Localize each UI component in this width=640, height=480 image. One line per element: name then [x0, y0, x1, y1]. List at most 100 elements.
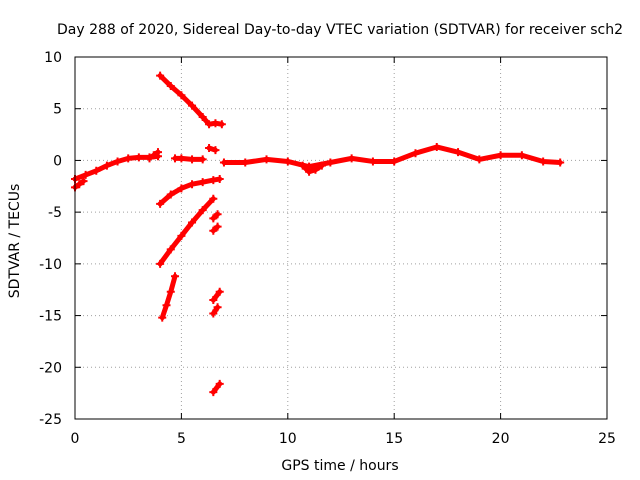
data-point	[177, 184, 186, 193]
data-point	[156, 259, 165, 268]
series-line	[157, 73, 225, 127]
data-point	[209, 296, 218, 305]
data-point	[156, 71, 165, 80]
y-axis-label: SDTVAR / TECUs	[7, 184, 23, 299]
data-point	[162, 301, 171, 310]
data-point	[217, 120, 226, 129]
data-point	[166, 287, 175, 296]
data-point	[166, 81, 175, 90]
data-point	[517, 151, 526, 160]
data-point	[198, 178, 207, 187]
series-flat-near-zero	[171, 154, 207, 164]
series-upper-descending	[156, 71, 226, 129]
data-point	[390, 157, 399, 166]
data-point	[213, 303, 222, 312]
series-fragment-6-7	[209, 222, 222, 235]
data-point	[209, 176, 218, 185]
y-tick-label: 0	[53, 153, 62, 169]
series-fragment-5-5	[209, 210, 222, 223]
series-rising-4	[156, 175, 224, 208]
series-line	[221, 144, 563, 170]
x-tick-labels: 0 5 10 15 20 25	[71, 431, 616, 447]
data-point	[209, 226, 218, 235]
data-point	[156, 199, 165, 208]
y-tick-label: -10	[39, 257, 62, 273]
data-point	[556, 158, 565, 167]
data-point	[198, 206, 207, 215]
data-point	[368, 157, 377, 166]
data-point	[311, 165, 320, 174]
data-point	[188, 180, 197, 189]
data-point	[81, 170, 90, 179]
series-line	[210, 381, 223, 395]
data-point	[158, 313, 167, 322]
y-tick-label: -15	[39, 309, 62, 325]
data-point	[209, 194, 218, 203]
series-short-blip	[205, 144, 220, 155]
data-point	[166, 190, 175, 199]
data-point	[215, 287, 224, 296]
y-tick-labels: -25 -20 -15 -10 -5 0 5 10	[39, 50, 62, 428]
data-point	[134, 153, 143, 162]
y-tick-label: 5	[53, 102, 62, 118]
data-point	[177, 154, 186, 163]
data-point	[209, 309, 218, 318]
series-line	[157, 196, 216, 267]
axis-ticks	[74, 56, 608, 420]
data-point	[213, 222, 222, 231]
data-point	[209, 214, 218, 223]
data-point	[188, 101, 197, 110]
data-point	[305, 167, 314, 176]
series-fragment-14-5	[209, 303, 222, 318]
data-point	[211, 119, 220, 128]
data-point	[102, 161, 111, 170]
data-point	[198, 112, 207, 121]
y-tick-label: -20	[39, 360, 62, 376]
data-point	[411, 149, 420, 158]
data-point	[298, 161, 307, 170]
y-tick-label: -25	[39, 412, 62, 428]
data-point	[171, 272, 180, 281]
data-point	[92, 166, 101, 175]
data-point	[262, 155, 271, 164]
series-line	[159, 273, 178, 321]
y-tick-label: 10	[44, 50, 62, 66]
data-point	[149, 151, 158, 160]
data-point	[145, 154, 154, 163]
series-dip-near-11h	[298, 161, 326, 176]
data-point	[215, 379, 224, 388]
data-point	[188, 218, 197, 227]
data-point	[539, 157, 548, 166]
data-point	[496, 151, 505, 160]
data-point	[188, 155, 197, 164]
data-point	[205, 144, 214, 153]
data-point	[317, 161, 326, 170]
data-point	[153, 148, 162, 157]
data-point	[79, 177, 88, 186]
series-fragment-22	[209, 379, 224, 397]
x-tick-label: 15	[385, 431, 403, 447]
data-point	[205, 120, 214, 129]
series-steep-15	[158, 272, 180, 322]
series-line	[210, 289, 223, 303]
data-marks	[71, 71, 565, 397]
x-tick-label: 5	[177, 431, 186, 447]
x-axis-label: GPS time / hours	[281, 458, 398, 474]
series-rising-10	[156, 194, 218, 268]
data-point	[283, 157, 292, 166]
data-point	[432, 142, 441, 151]
data-point	[215, 175, 224, 184]
data-point	[166, 245, 175, 254]
data-point	[177, 231, 186, 240]
plot-frame	[74, 56, 608, 420]
data-point	[124, 154, 133, 163]
data-point	[454, 148, 463, 157]
chart-title: Day 288 of 2020, Sidereal Day-to-day VTE…	[57, 22, 623, 38]
data-point	[113, 157, 122, 166]
data-point	[219, 158, 228, 167]
x-tick-label: 25	[598, 431, 616, 447]
x-tick-label: 20	[492, 431, 510, 447]
series-arc-near-4h	[145, 148, 162, 163]
x-tick-label: 10	[279, 431, 297, 447]
